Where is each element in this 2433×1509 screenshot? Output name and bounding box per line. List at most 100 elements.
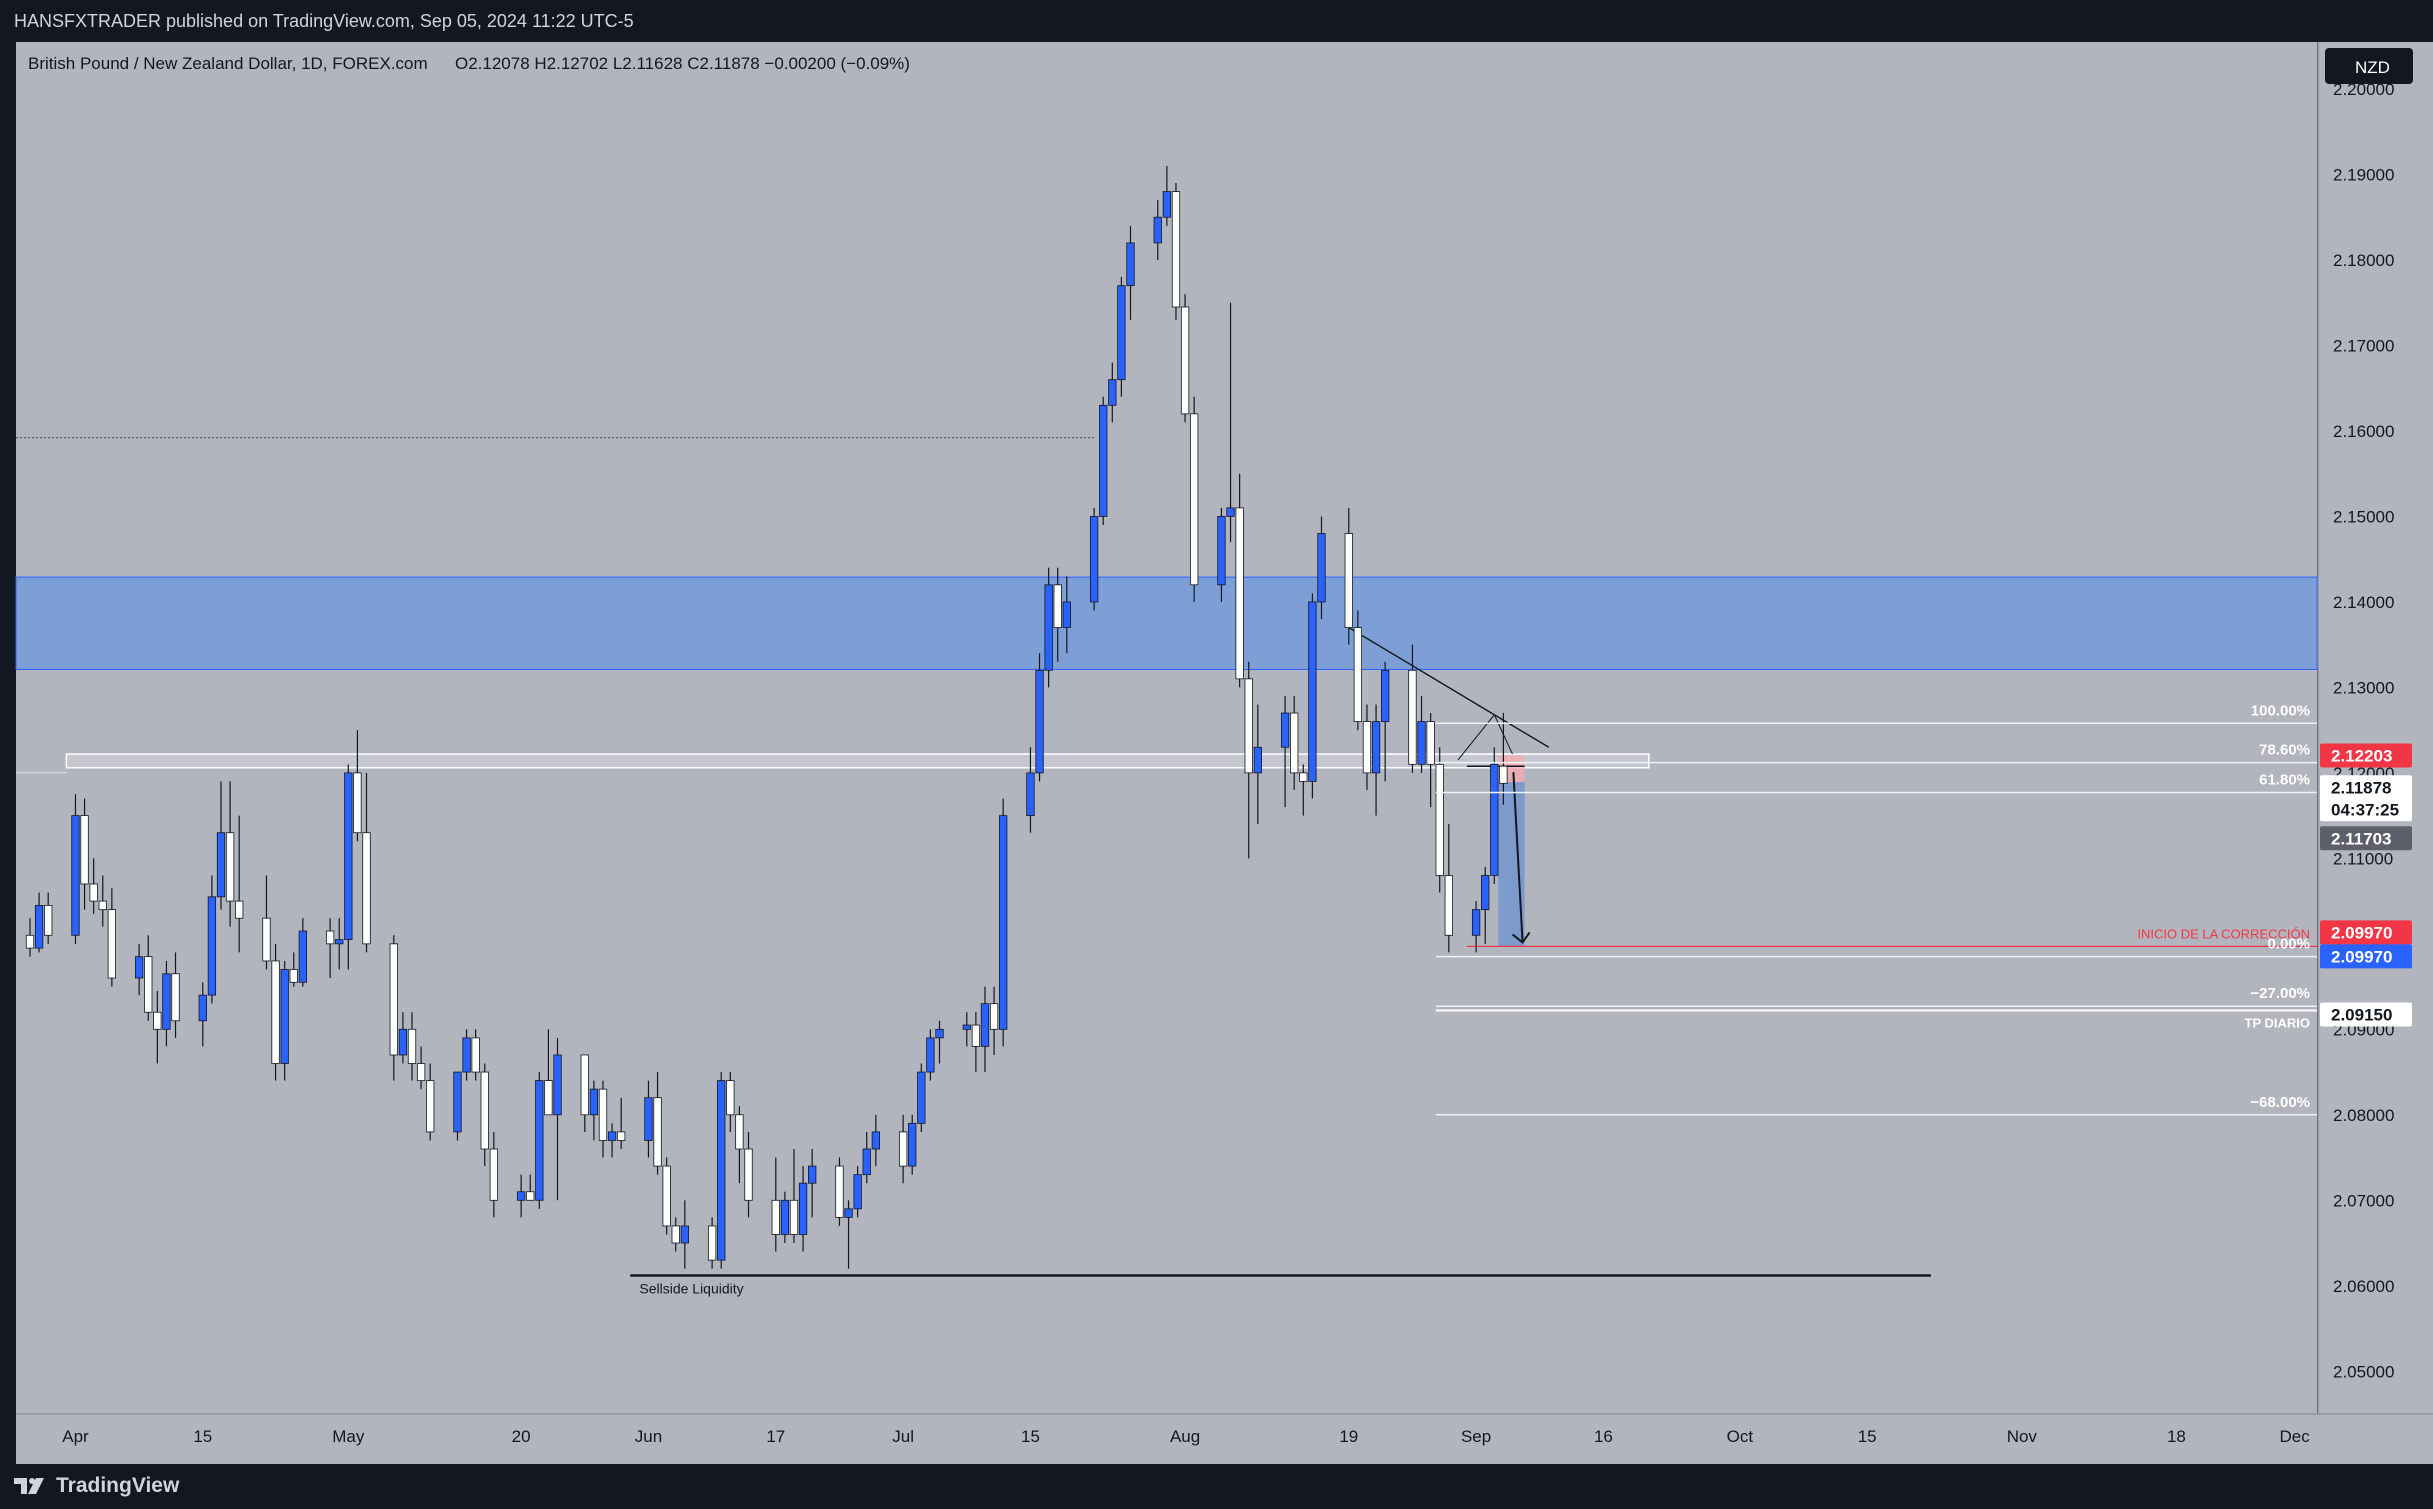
candle[interactable]	[171, 952, 180, 1038]
candle[interactable]	[1499, 712, 1508, 805]
candle[interactable]	[926, 1029, 935, 1081]
candle[interactable]	[1299, 764, 1308, 816]
candle[interactable]	[526, 1174, 535, 1201]
candle[interactable]	[480, 1063, 489, 1167]
candle[interactable]	[298, 918, 308, 987]
candle[interactable]	[144, 935, 153, 1021]
candle[interactable]	[1280, 695, 1290, 808]
candle[interactable]	[798, 1166, 808, 1252]
candle[interactable]	[335, 918, 344, 970]
candle[interactable]	[398, 1012, 408, 1064]
candle[interactable]	[80, 798, 89, 910]
candle[interactable]	[980, 986, 990, 1073]
candle[interactable]	[471, 1029, 480, 1081]
candle[interactable]	[844, 1200, 853, 1269]
candle[interactable]	[389, 935, 398, 1081]
candle[interactable]	[1053, 567, 1062, 662]
candle[interactable]	[1226, 302, 1235, 543]
candle[interactable]	[1035, 653, 1044, 782]
candle[interactable]	[462, 1029, 471, 1081]
candle[interactable]	[853, 1166, 862, 1218]
candle[interactable]	[935, 1020, 944, 1064]
candle[interactable]	[780, 1191, 790, 1244]
candle[interactable]	[735, 1106, 744, 1184]
candle[interactable]	[744, 1131, 753, 1218]
time-axis-background[interactable]	[16, 1414, 2433, 1464]
candle[interactable]	[1026, 747, 1035, 833]
price-axis-background[interactable]	[2318, 42, 2433, 1414]
candle[interactable]	[98, 875, 107, 927]
candle[interactable]	[917, 1063, 926, 1132]
candle[interactable]	[207, 875, 217, 1004]
candle[interactable]	[1444, 824, 1453, 953]
candle[interactable]	[1162, 165, 1172, 226]
candle[interactable]	[289, 952, 298, 987]
candle[interactable]	[862, 1131, 871, 1184]
price-chart[interactable]: Sellside Liquidity INICIO DE LA CORRECCIÓ…	[0, 42, 2433, 1464]
candle[interactable]	[25, 918, 35, 957]
candle[interactable]	[1126, 225, 1135, 320]
candle[interactable]	[1481, 866, 1490, 944]
candle[interactable]	[1344, 507, 1353, 645]
candle[interactable]	[134, 943, 144, 996]
candle[interactable]	[1371, 704, 1381, 816]
candle[interactable]	[44, 892, 53, 944]
candle[interactable]	[580, 1054, 589, 1132]
candle[interactable]	[71, 794, 80, 944]
candle[interactable]	[1244, 661, 1253, 859]
candle[interactable]	[153, 990, 162, 1064]
candle[interactable]	[362, 772, 371, 953]
candle[interactable]	[1089, 507, 1099, 611]
candle[interactable]	[1217, 507, 1226, 602]
candle[interactable]	[726, 1072, 735, 1132]
candle[interactable]	[607, 1123, 617, 1158]
candle[interactable]	[225, 781, 235, 927]
candle[interactable]	[871, 1114, 880, 1167]
candle[interactable]	[908, 1114, 917, 1175]
candle[interactable]	[808, 1149, 817, 1218]
currency-button[interactable]: NZD	[2325, 48, 2413, 84]
chart-area[interactable]: Sellside Liquidity INICIO DE LA CORRECCIÓ…	[0, 42, 2433, 1464]
candle[interactable]	[271, 943, 280, 1081]
candle[interactable]	[1426, 713, 1435, 808]
candle[interactable]	[971, 1012, 981, 1073]
candle[interactable]	[544, 1029, 553, 1116]
candle[interactable]	[1062, 576, 1071, 654]
candle[interactable]	[280, 960, 289, 1081]
candle[interactable]	[680, 1200, 689, 1269]
candle[interactable]	[162, 960, 171, 1047]
candle[interactable]	[535, 1072, 544, 1209]
candle[interactable]	[1490, 747, 1499, 885]
candle[interactable]	[353, 730, 362, 842]
candles-layer[interactable]	[25, 165, 1508, 1269]
candle[interactable]	[1290, 695, 1299, 790]
candle[interactable]	[407, 1012, 417, 1081]
candle[interactable]	[344, 764, 353, 970]
candle[interactable]	[771, 1157, 780, 1252]
candle[interactable]	[589, 1080, 599, 1141]
candle[interactable]	[235, 815, 244, 953]
candle[interactable]	[1435, 747, 1444, 893]
candle[interactable]	[416, 1046, 426, 1090]
candle[interactable]	[789, 1149, 799, 1244]
candle[interactable]	[325, 918, 335, 979]
candle[interactable]	[1108, 362, 1117, 423]
candle[interactable]	[989, 986, 999, 1055]
candle[interactable]	[1117, 277, 1126, 397]
candle[interactable]	[1099, 396, 1108, 525]
candle[interactable]	[962, 1012, 971, 1047]
candle[interactable]	[598, 1080, 608, 1158]
candle[interactable]	[1190, 396, 1199, 602]
candle[interactable]	[516, 1174, 526, 1218]
candle[interactable]	[1153, 200, 1162, 260]
candle[interactable]	[1408, 644, 1417, 773]
candle[interactable]	[644, 1080, 653, 1158]
candle[interactable]	[216, 781, 226, 910]
candle[interactable]	[489, 1131, 498, 1218]
candle[interactable]	[34, 892, 44, 953]
candle[interactable]	[999, 798, 1008, 1047]
candle[interactable]	[1417, 695, 1426, 773]
candle[interactable]	[89, 858, 98, 914]
candle[interactable]	[1381, 661, 1390, 782]
candle[interactable]	[671, 1217, 680, 1252]
